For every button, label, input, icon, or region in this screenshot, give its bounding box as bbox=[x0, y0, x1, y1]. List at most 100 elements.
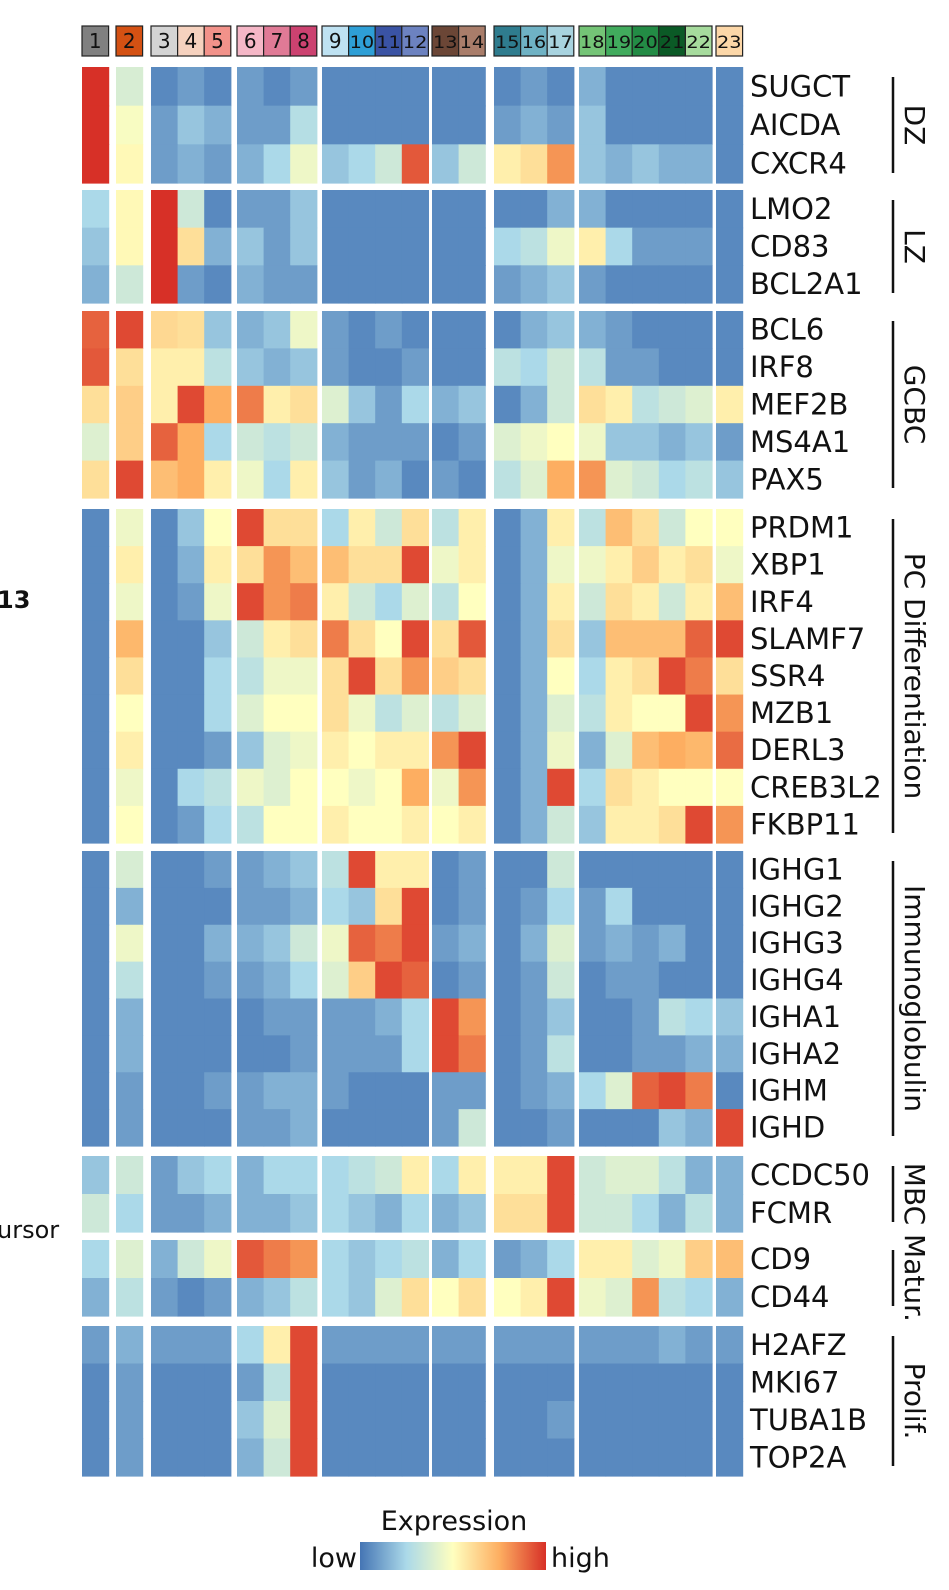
heatmap-cell bbox=[290, 460, 318, 499]
heatmap-cell bbox=[520, 423, 548, 462]
heatmap-cell bbox=[290, 311, 318, 349]
heatmap-cell bbox=[716, 1278, 744, 1317]
heatmap-cell bbox=[82, 509, 110, 547]
gene-label: IGHG1 bbox=[750, 852, 844, 886]
heatmap-cell bbox=[658, 509, 686, 547]
heatmap-cell bbox=[547, 460, 575, 499]
heatmap-cell bbox=[263, 1072, 291, 1110]
heatmap-cell bbox=[579, 105, 607, 145]
heatmap-cell bbox=[494, 768, 522, 807]
heatmap-cell bbox=[579, 731, 607, 770]
heatmap-cell bbox=[432, 460, 460, 499]
heatmap-cell bbox=[151, 1109, 179, 1147]
heatmap-cell bbox=[520, 1438, 548, 1477]
heatmap-cell bbox=[116, 190, 144, 229]
heatmap-cell bbox=[151, 961, 179, 1000]
heatmap-cell bbox=[685, 1156, 713, 1195]
heatmap-cell bbox=[322, 105, 350, 145]
cluster-label: 19 bbox=[607, 33, 632, 53]
heatmap-cell bbox=[658, 1326, 686, 1365]
heatmap-cell bbox=[401, 924, 429, 963]
heatmap-cell bbox=[716, 67, 744, 107]
heatmap-cell bbox=[348, 67, 376, 107]
heatmap-cell bbox=[716, 311, 744, 349]
heatmap-cell bbox=[237, 144, 265, 184]
heatmap-cell bbox=[204, 1401, 232, 1440]
heatmap-cell bbox=[547, 1326, 575, 1365]
heatmap-cell bbox=[116, 768, 144, 807]
heatmap-cell bbox=[375, 265, 403, 304]
cluster-label: 8 bbox=[297, 29, 310, 53]
heatmap-cell bbox=[204, 1035, 232, 1073]
cluster-label: 21 bbox=[660, 33, 685, 53]
heatmap-cell bbox=[82, 887, 110, 926]
heatmap-cell bbox=[375, 998, 403, 1036]
heatmap-cell bbox=[263, 1156, 291, 1195]
gene-label: MEF2B bbox=[750, 388, 848, 422]
heatmap-cell bbox=[494, 311, 522, 349]
heatmap-cell bbox=[547, 190, 575, 229]
heatmap-cell bbox=[204, 1326, 232, 1365]
heatmap-cell bbox=[432, 1326, 460, 1365]
heatmap-cell bbox=[458, 460, 486, 499]
heatmap-cell bbox=[177, 1156, 205, 1195]
heatmap-cell bbox=[322, 1035, 350, 1073]
heatmap-cell bbox=[322, 924, 350, 963]
heatmap-cell bbox=[204, 731, 232, 770]
heatmap-cell bbox=[547, 961, 575, 1000]
heatmap-cell bbox=[716, 1035, 744, 1073]
heatmap-cell bbox=[151, 1194, 179, 1233]
heatmap-cell bbox=[237, 851, 265, 889]
heatmap-cells bbox=[82, 67, 744, 1477]
heatmap-cell bbox=[237, 509, 265, 547]
heatmap-cell bbox=[685, 1240, 713, 1279]
heatmap-cell bbox=[658, 1194, 686, 1233]
heatmap-cell bbox=[204, 227, 232, 266]
heatmap-cell bbox=[263, 657, 291, 696]
heatmap-cell bbox=[579, 460, 607, 499]
heatmap-cell bbox=[458, 924, 486, 963]
heatmap-cell bbox=[151, 1363, 179, 1402]
heatmap-cell bbox=[432, 805, 460, 844]
heatmap-cell bbox=[632, 460, 660, 499]
heatmap-cell bbox=[494, 105, 522, 145]
heatmap-cell bbox=[458, 546, 486, 584]
cluster-header-3: 3 bbox=[150, 25, 179, 57]
heatmap-cell bbox=[322, 348, 350, 387]
gene-label: IGHD bbox=[750, 1111, 825, 1145]
heatmap-cell bbox=[432, 1035, 460, 1073]
heatmap-cell bbox=[116, 1278, 144, 1317]
heatmap-cell bbox=[401, 105, 429, 145]
heatmap-cell bbox=[685, 583, 713, 621]
heatmap-cell bbox=[520, 1363, 548, 1402]
heatmap-cell bbox=[82, 998, 110, 1036]
heatmap-cell bbox=[375, 731, 403, 770]
heatmap-cell bbox=[151, 694, 179, 733]
heatmap-cell bbox=[605, 348, 633, 387]
heatmap-cell bbox=[116, 311, 144, 349]
gene-label: IGHG2 bbox=[750, 889, 844, 923]
heatmap-cell bbox=[290, 924, 318, 963]
heatmap-cell bbox=[151, 265, 179, 304]
cluster-label: 23 bbox=[717, 33, 742, 53]
heatmap-cell bbox=[348, 1438, 376, 1477]
heatmap-cell bbox=[177, 583, 205, 621]
heatmap-cell bbox=[716, 1240, 744, 1279]
heatmap-cell bbox=[632, 385, 660, 424]
heatmap-cell bbox=[322, 265, 350, 304]
heatmap-cell bbox=[290, 105, 318, 145]
heatmap-cell bbox=[237, 731, 265, 770]
heatmap-cell bbox=[658, 265, 686, 304]
cluster-header-6: 6 bbox=[236, 25, 265, 57]
heatmap-cell bbox=[458, 998, 486, 1036]
cluster-header-12: 12 bbox=[401, 25, 429, 57]
heatmap-cell bbox=[348, 851, 376, 889]
heatmap-cell bbox=[658, 805, 686, 844]
heatmap-cell bbox=[716, 805, 744, 844]
heatmap-cell bbox=[520, 1156, 548, 1195]
heatmap-cell bbox=[520, 190, 548, 229]
heatmap-cell bbox=[658, 311, 686, 349]
heatmap-cell bbox=[82, 851, 110, 889]
heatmap-cell bbox=[685, 694, 713, 733]
heatmap-cell bbox=[322, 1072, 350, 1110]
